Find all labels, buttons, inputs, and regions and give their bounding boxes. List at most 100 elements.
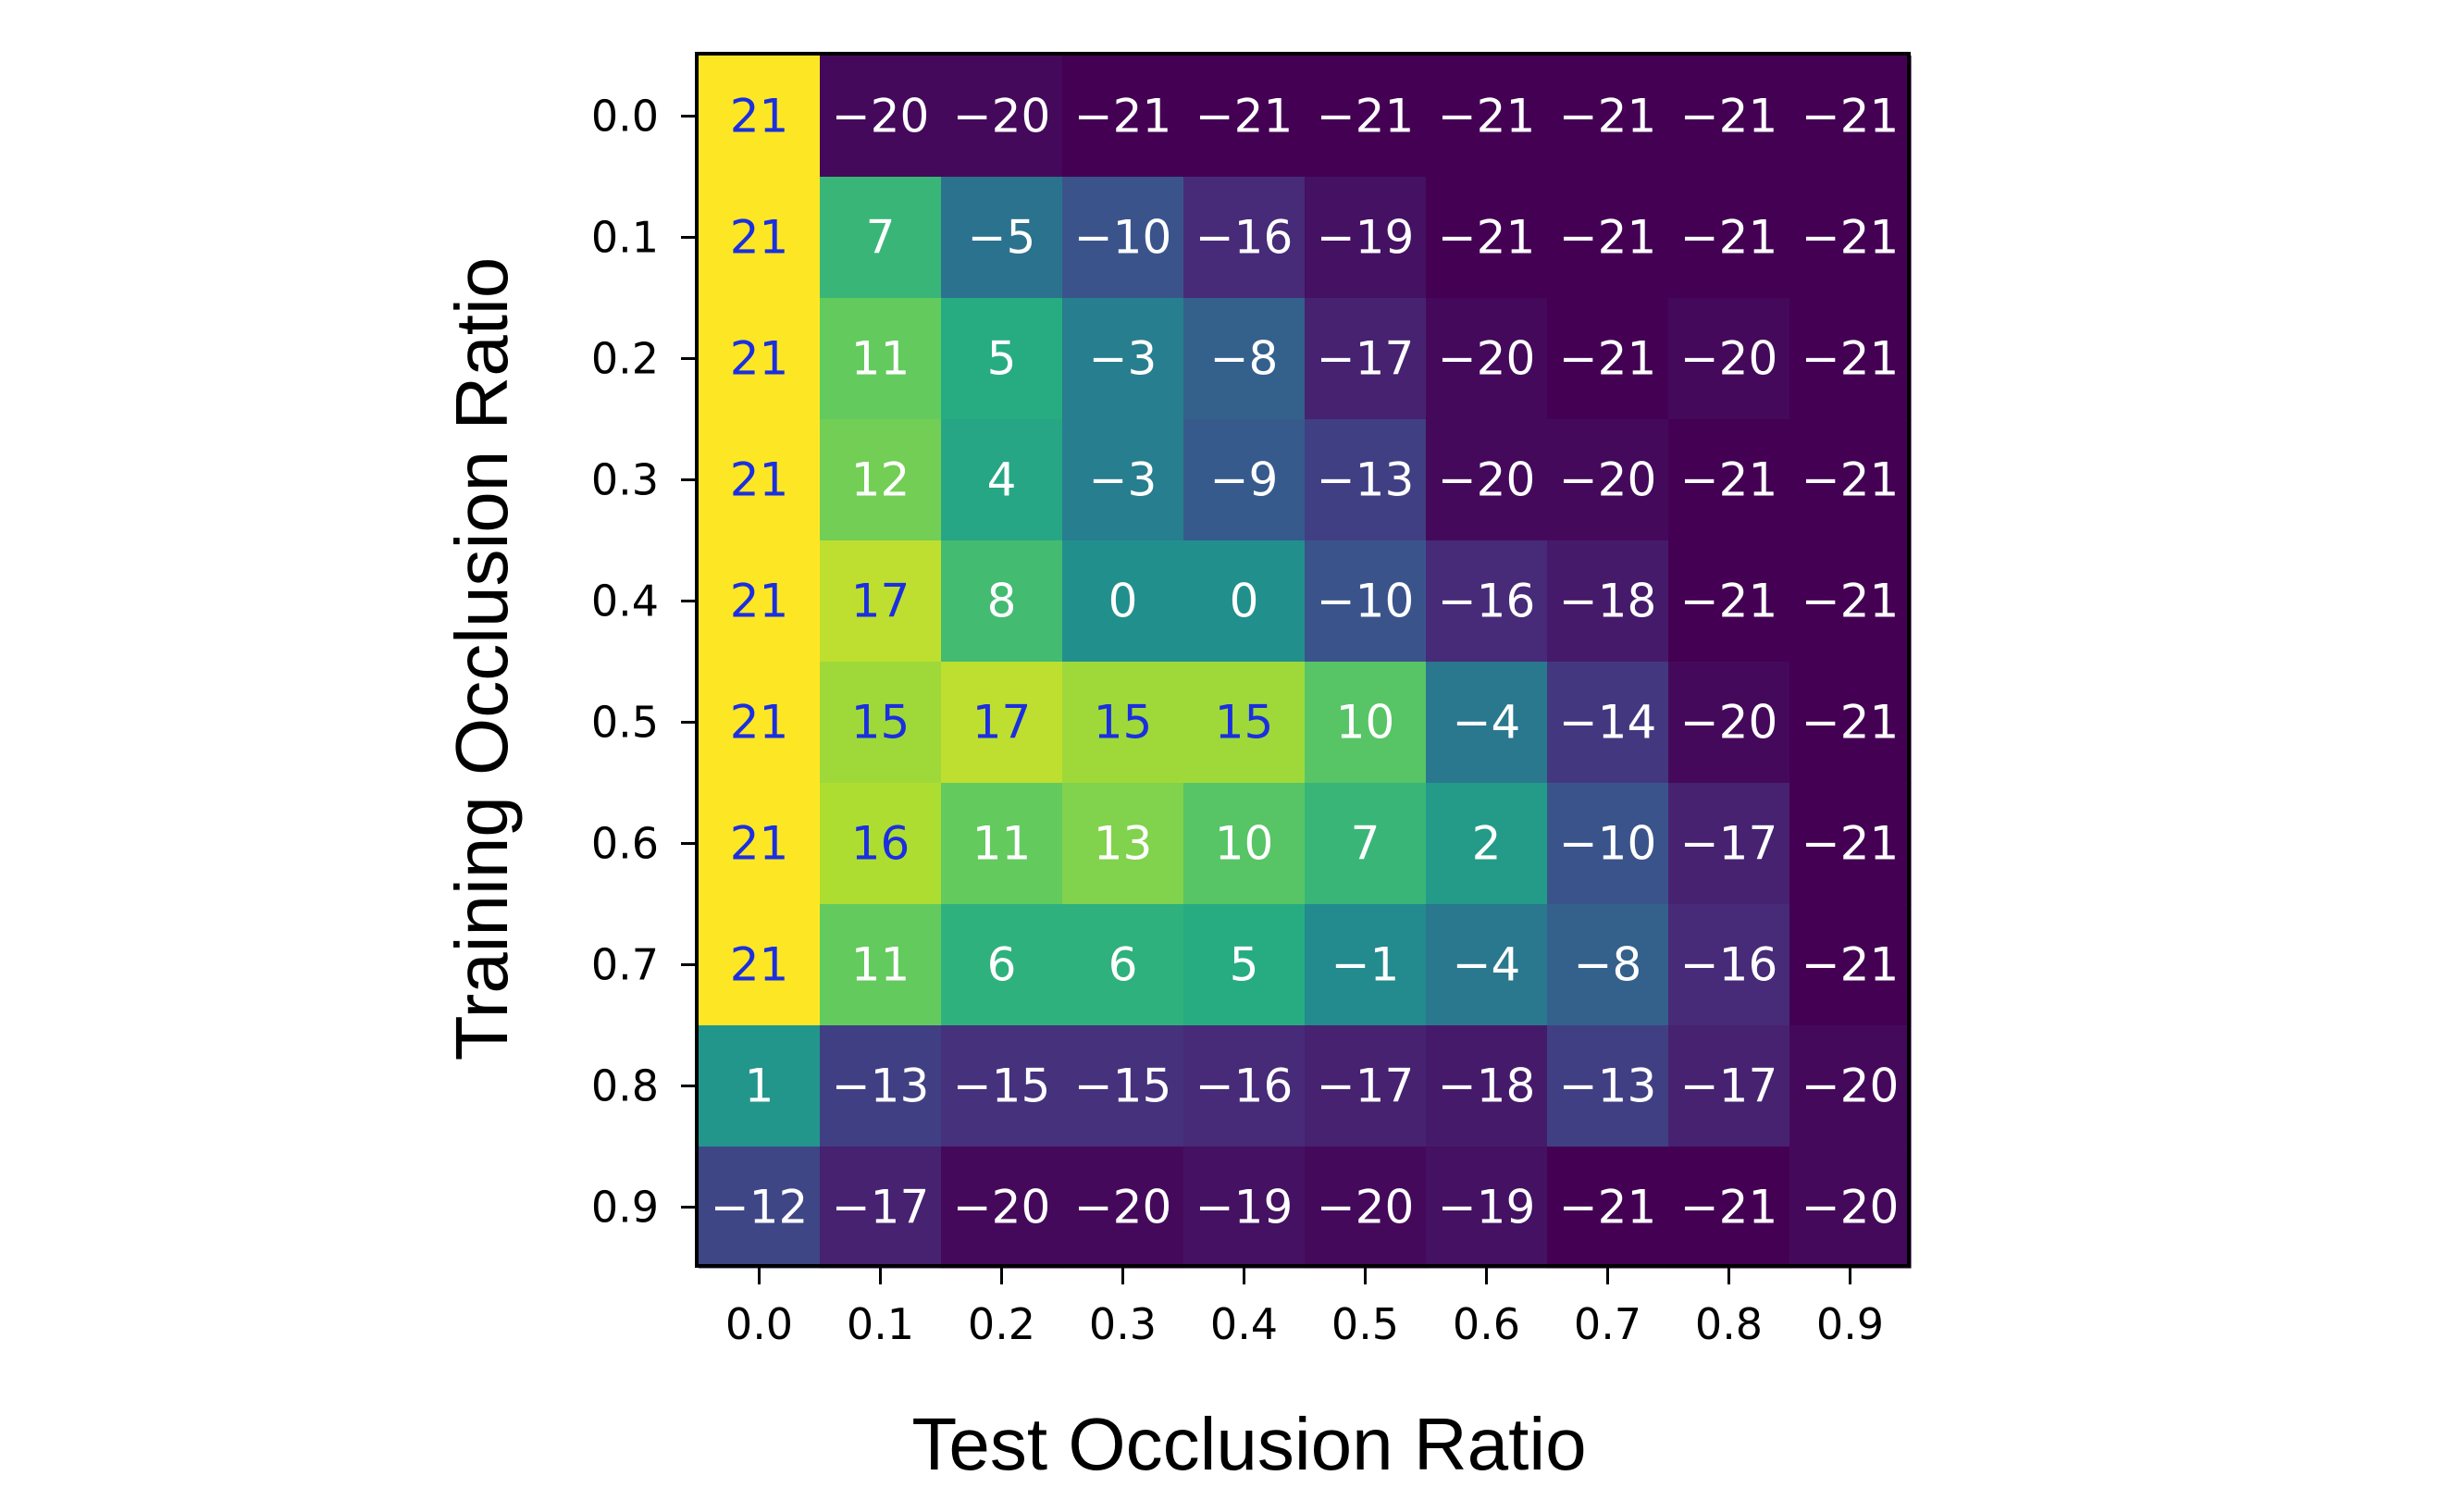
x-tick-label: 0.3 [1089,1299,1157,1349]
heatmap-cell [1547,56,1669,178]
heatmap-cell [941,1025,1063,1147]
x-tick-label: 0.9 [1816,1299,1884,1349]
heatmap-cell [1062,1147,1184,1269]
cell-value-label: 7 [1351,817,1381,871]
cell-value-label: −1 [1331,938,1400,992]
cell-value-label: −18 [1559,575,1657,628]
heatmap-cell [1426,540,1548,663]
heatmap-cell [1789,783,1912,905]
cell-value-label: 21 [730,696,789,750]
heatmap-cell [1668,540,1790,663]
cell-value-label: −16 [1195,211,1294,265]
cell-value-label: −20 [1802,1060,1900,1113]
cell-value-label: 0 [1108,575,1138,628]
heatmap-cell [1305,56,1427,178]
heatmap-cell [1183,1147,1306,1269]
cell-value-label: 17 [851,575,910,628]
cell-value-label: −21 [1802,817,1900,871]
heatmap-cell [1426,1025,1548,1147]
cell-value-label: −21 [1802,332,1900,386]
cell-value-label: −21 [1802,90,1900,143]
heatmap-cell [1183,298,1306,420]
cell-value-label: −21 [1559,1181,1657,1234]
cell-value-label: 21 [730,575,789,628]
cell-value-label: −15 [953,1060,1051,1113]
cell-value-label: −3 [1089,453,1158,507]
x-tick-label: 0.4 [1210,1299,1278,1349]
heatmap-cell [699,904,821,1026]
heatmap-cell [1183,177,1306,299]
heatmap-cell [1062,177,1184,299]
cell-value-label: −21 [1317,90,1415,143]
cell-value-label: −17 [1680,1060,1778,1113]
heatmap-cell [1789,662,1912,784]
cell-value-label: −21 [1438,211,1536,265]
heatmap-cell [1305,540,1427,663]
cell-value-label: −13 [1317,453,1415,507]
heatmap-cell [699,56,821,178]
y-tick-label: 0.0 [591,92,659,142]
heatmap-cell [699,419,821,541]
cell-value-label: 11 [851,938,910,992]
cell-value-label: −20 [1559,453,1657,507]
heatmap-cell [1062,540,1184,663]
heatmap-cell [1668,1147,1790,1269]
heatmap-cell [1426,298,1548,420]
heatmap-cell [1547,904,1669,1026]
heatmap-cell [820,1147,942,1269]
cell-value-label: −20 [832,90,930,143]
cell-value-label: 21 [730,817,789,871]
cell-value-label: −12 [711,1181,809,1234]
heatmap-cell [820,419,942,541]
cell-value-label: 15 [1215,696,1274,750]
heatmap-cell [1547,419,1669,541]
cell-value-label: 6 [987,938,1017,992]
y-tick-label: 0.9 [591,1183,659,1233]
cell-value-label: −20 [953,90,1051,143]
cell-value-label: −14 [1559,696,1657,750]
heatmap-cell [1547,1147,1669,1269]
cell-value-label: −21 [1802,696,1900,750]
cell-value-label: 0 [1230,575,1259,628]
heatmap-cell [1305,1147,1427,1269]
cell-value-label: −21 [1802,211,1900,265]
cell-value-label: −13 [1559,1060,1657,1113]
plot-frame [695,52,1911,1268]
heatmap-cell [820,783,942,905]
heatmap-cell [699,177,821,299]
heatmap-cell [1547,298,1669,420]
heatmap-cell [1062,904,1184,1026]
cell-value-label: 1 [745,1060,774,1113]
cell-value-label: 10 [1336,696,1395,750]
heatmap-cell [1426,904,1548,1026]
cell-value-label: −17 [1680,817,1778,871]
cell-value-label: −13 [832,1060,930,1113]
heatmap-cell [941,298,1063,420]
y-tick-label: 0.1 [591,213,659,263]
cell-value-label: 4 [987,453,1017,507]
x-tick-label: 0.6 [1453,1299,1520,1349]
cell-value-label: −21 [1680,90,1778,143]
heatmap-cell [1426,177,1548,299]
heatmap-cell [699,298,821,420]
cell-value-label: −21 [1074,90,1172,143]
cell-value-label: 16 [851,817,910,871]
heatmap-cell [1668,56,1790,178]
y-tick-label: 0.4 [591,577,659,626]
heatmap-cell [1183,1025,1306,1147]
cell-value-label: −19 [1438,1181,1536,1234]
cell-value-label: 8 [987,575,1017,628]
heatmap-cell [1789,904,1912,1026]
cell-value-label: −20 [1438,332,1536,386]
cell-value-label: −18 [1438,1060,1536,1113]
cell-value-label: −20 [1074,1181,1172,1234]
cell-value-label: −20 [1680,332,1778,386]
heatmap-cell [1789,1147,1912,1269]
heatmap-cell [820,1025,942,1147]
heatmap-cells [699,56,1912,1269]
heatmap-cell [699,662,821,784]
cell-value-label: −10 [1559,817,1657,871]
heatmap-cell [1547,662,1669,784]
heatmap-cell [1183,56,1306,178]
